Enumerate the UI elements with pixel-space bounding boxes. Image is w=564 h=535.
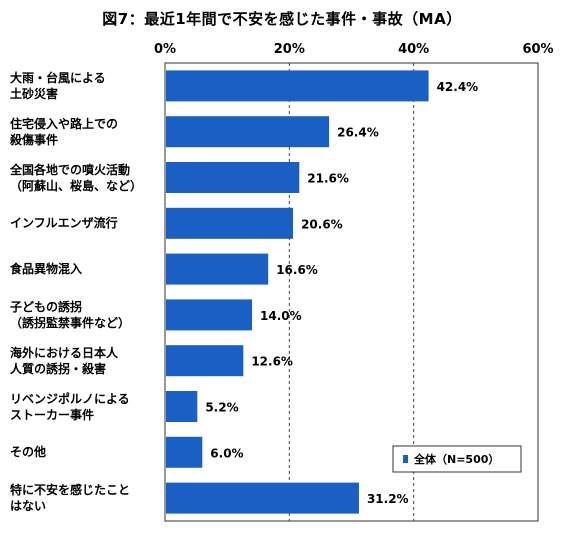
data-label: 6.0% [210, 446, 243, 460]
bar [166, 116, 330, 148]
category-label-line: 殺傷事件 [10, 132, 59, 147]
category-label-line: インフルエンザ流行 [10, 216, 118, 231]
bar [166, 391, 198, 422]
category-label: 全国各地での噴火活動 （阿蘇山、桜島、など） [10, 160, 160, 196]
category-label-line: はない [10, 499, 47, 514]
legend-box [392, 445, 522, 473]
category-label-line: 大雨・台風による [10, 70, 106, 85]
bar [166, 162, 300, 193]
plot-frame [164, 62, 539, 522]
category-label-line: （阿蘇山、桜島、など） [10, 178, 143, 193]
category-label-line: 海外における日本人 [10, 345, 119, 360]
data-label: 42.4% [437, 80, 479, 94]
bar [166, 253, 269, 285]
category-label-line: リベンジポルノによる [10, 391, 130, 406]
x-tick-label: 0% [154, 42, 176, 57]
category-label-line: （誘拐監禁事件など） [10, 315, 131, 330]
data-label: 31.2% [367, 492, 409, 506]
x-tick-label: 20% [274, 42, 305, 57]
category-label-line: 住宅侵入や路上での [10, 116, 119, 131]
category-label: その他 [10, 434, 160, 470]
category-label: 子どもの誘拐 （誘拐監禁事件など） [10, 297, 160, 333]
data-label: 26.4% [337, 126, 379, 140]
bar [166, 436, 203, 468]
bar [166, 482, 359, 514]
category-label-line: 土砂災害 [10, 86, 59, 101]
category-label: 海外における日本人 人質の誘拐・殺害 [10, 343, 160, 379]
category-label-line: 子どもの誘拐 [10, 299, 83, 314]
category-label-line: ストーカー事件 [10, 407, 95, 422]
category-label-line: 特に不安を感じたこと [10, 483, 131, 498]
legend-swatch [403, 455, 408, 463]
category-label: 特に不安を感じたこと はない [10, 480, 160, 516]
category-label: インフルエンザ流行 [10, 205, 160, 241]
data-label: 21.6% [307, 172, 349, 186]
category-label: 大雨・台風による 土砂災害 [10, 68, 160, 104]
data-label: 20.6% [301, 217, 343, 231]
x-tick-label: 60% [522, 42, 553, 57]
category-label-line: 人質の誘拐・殺害 [10, 361, 107, 376]
bar [166, 207, 294, 239]
category-label: 食品異物混入 [10, 251, 160, 287]
data-label: 5.2% [205, 401, 238, 415]
legend-label: 全体（N=500） [413, 452, 499, 466]
x-tick-label: 40% [398, 42, 429, 57]
data-label: 14.0% [260, 309, 302, 323]
category-label: リベンジポルノによる ストーカー事件 [10, 389, 160, 425]
bar [166, 345, 244, 377]
data-label: 12.6% [251, 355, 293, 369]
category-label-line: 全国各地での噴火活動 [10, 162, 131, 177]
category-label: 住宅侵入や路上での 殺傷事件 [10, 114, 160, 150]
chart-title: 図7：最近1年間で不安を感じた事件・事故（MA） [102, 10, 462, 28]
category-label-line: その他 [10, 445, 47, 460]
bar [166, 299, 253, 331]
data-label: 16.6% [276, 263, 318, 277]
bar [166, 70, 429, 102]
category-label-line: 食品異物混入 [10, 262, 83, 277]
